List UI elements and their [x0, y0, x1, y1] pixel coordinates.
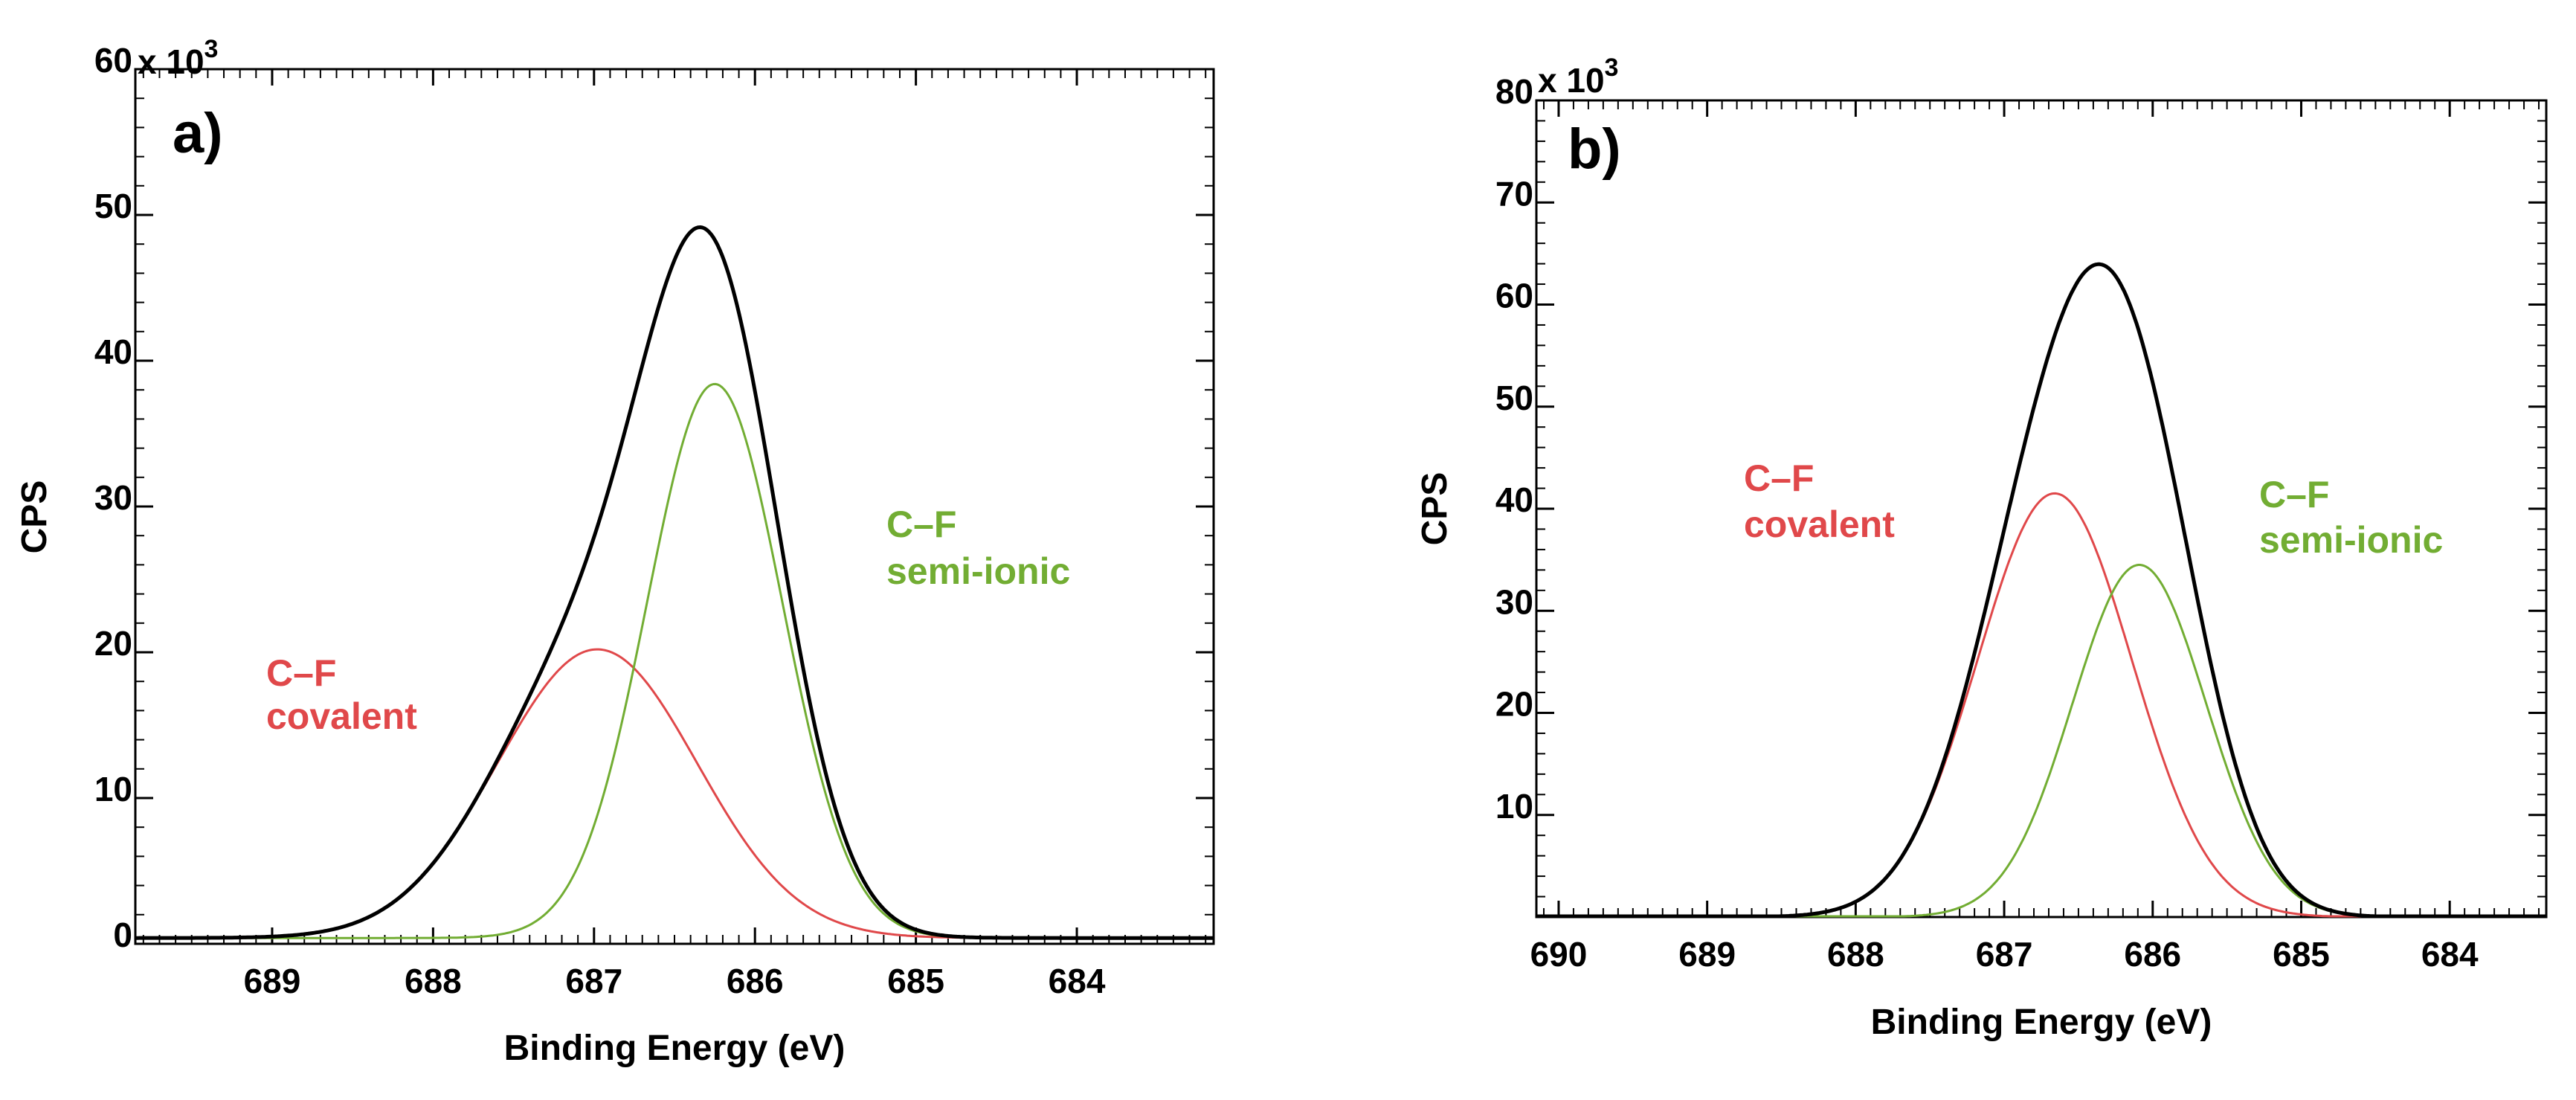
annotation-label: C–F: [266, 652, 336, 694]
annotation-label: C–F: [2259, 474, 2329, 515]
x-tick-label: 690: [1530, 935, 1588, 974]
x-tick-label: 688: [1827, 935, 1884, 974]
y-tick-label: 30: [94, 478, 132, 517]
y-tick-label: 10: [1495, 787, 1533, 826]
y-tick-label: 60: [94, 41, 132, 80]
x-axis-label: Binding Energy (eV): [504, 1029, 846, 1068]
annotation-label: semi-ionic: [886, 550, 1070, 592]
y-tick-label: 10: [94, 770, 132, 808]
panel-label: a): [173, 102, 223, 165]
panel-a: 689 688 687 686 685 684 0 10 20 30 40 50 60 x 103 Bind…: [15, 35, 1215, 1068]
x-tick-label: 686: [2124, 935, 2181, 974]
y-multiplier: x 103: [138, 35, 218, 81]
x-tick-label: 684: [1049, 962, 1106, 1000]
x-tick-label: 687: [1976, 935, 2033, 974]
annotation-label: semi-ionic: [2259, 519, 2443, 561]
y-tick-label: 80: [1495, 72, 1533, 111]
x-tick-label: 685: [2273, 935, 2330, 974]
x-tick-label: 685: [887, 962, 944, 1000]
x-tick-label: 689: [1678, 935, 1736, 974]
x-tick-label: 689: [244, 962, 301, 1000]
y-tick-label: 70: [1495, 174, 1533, 213]
annotation-label: covalent: [1744, 504, 1895, 545]
y-multiplier-exponent: 3: [1605, 54, 1619, 82]
x-tick-label: 686: [727, 962, 784, 1000]
y-tick-label: 20: [1495, 685, 1533, 724]
y-axis-label: CPS: [1415, 472, 1455, 546]
annotation-label: C–F: [1744, 457, 1814, 499]
annotation-label: covalent: [266, 695, 417, 737]
x-tick-label: 687: [565, 962, 622, 1000]
panel-b: 690 689 688 687 686 685 684 10 20 30 40 50 60 70 80 x 1…: [1415, 54, 2548, 1042]
y-multiplier-exponent: 3: [205, 35, 219, 63]
y-multiplier: x 103: [1538, 54, 1618, 100]
x-tick-label: 684: [2421, 935, 2479, 974]
annotation-label: C–F: [886, 504, 956, 545]
y-multiplier-base: x 10: [1538, 61, 1605, 100]
y-tick-label: 50: [1495, 379, 1533, 417]
y-tick-label: 0: [113, 916, 132, 954]
y-axis-label: CPS: [15, 480, 54, 554]
y-tick-label: 50: [94, 187, 132, 225]
y-tick-label: 20: [94, 624, 132, 663]
series-envelope-line: [1536, 262, 2546, 919]
y-multiplier-base: x 10: [138, 42, 205, 81]
x-tick-label: 688: [405, 962, 462, 1000]
y-tick-label: 40: [94, 332, 132, 371]
y-tick-label: 60: [1495, 277, 1533, 315]
x-axis-label: Binding Energy (eV): [1871, 1003, 2212, 1042]
y-tick-label: 40: [1495, 480, 1533, 519]
y-tick-label: 30: [1495, 582, 1533, 621]
series-envelope-line: [135, 225, 1214, 940]
panel-label: b): [1568, 118, 1621, 181]
